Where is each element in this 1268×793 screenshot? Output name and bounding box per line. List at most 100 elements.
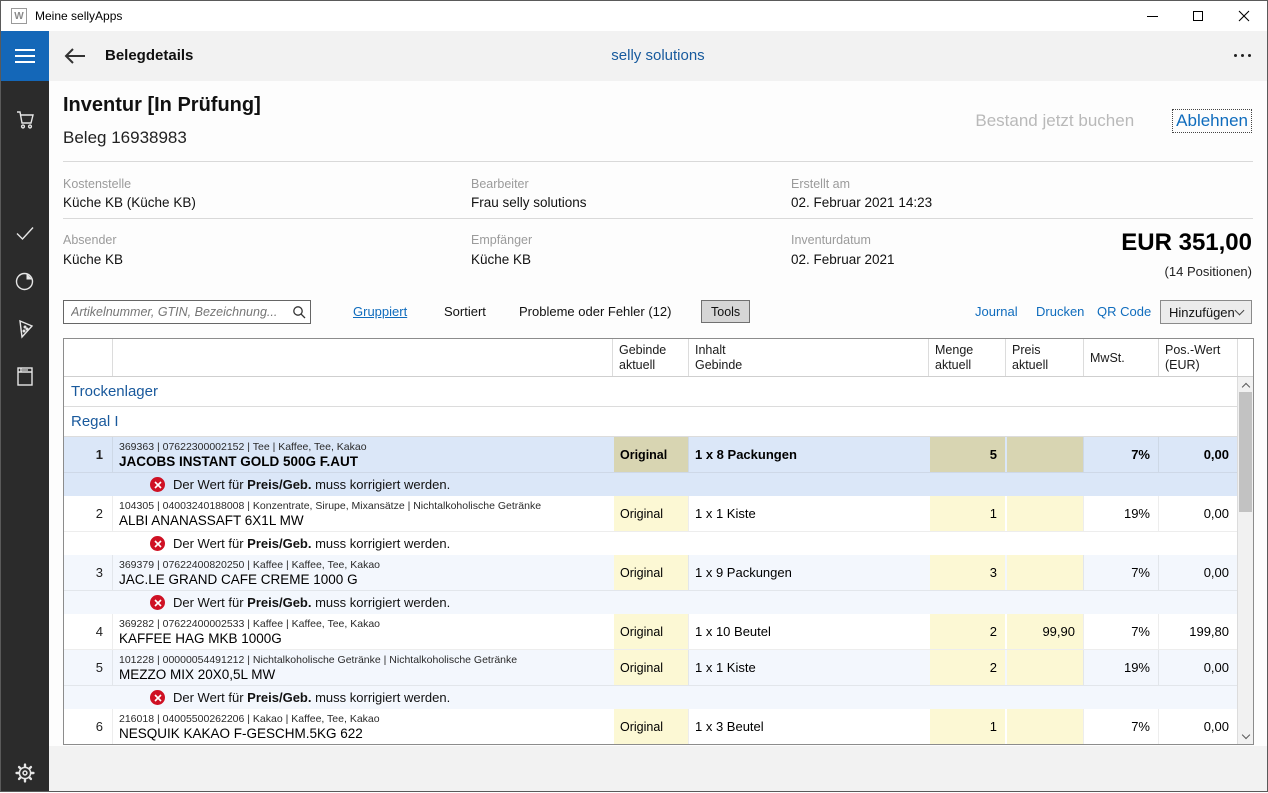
error-icon [150, 595, 165, 610]
meta-value: Frau selly solutions [471, 195, 587, 210]
print-link[interactable]: Drucken [1036, 304, 1084, 319]
error-message: Der Wert für Preis/Geb. muss korrigiert … [173, 595, 450, 610]
cell-preis [1005, 709, 1083, 744]
meta-label: Kostenstelle [63, 177, 131, 191]
maximize-icon [1193, 11, 1203, 21]
col-mwst: MwSt. [1083, 339, 1158, 376]
table-toolbar: Gruppiert Sortiert Probleme oder Fehler … [49, 300, 1267, 325]
sidebar-item-approvals[interactable] [1, 213, 49, 253]
vertical-scrollbar[interactable] [1237, 377, 1253, 744]
row-number: 4 [64, 614, 112, 649]
magnifier-icon[interactable] [288, 305, 310, 319]
cell-poswert: 0,00 [1158, 555, 1237, 590]
col-gebinde: Gebindeaktuell [612, 339, 688, 376]
col-preis: Preisaktuell [1005, 339, 1083, 376]
cell-inhalt: 1 x 8 Packungen [688, 437, 928, 472]
document-number: Beleg 16938983 [63, 128, 187, 148]
pie-chart-icon [13, 269, 37, 293]
app-window: W Meine sellyApps selly solutions Belegd… [0, 0, 1268, 792]
hamburger-menu-button[interactable] [1, 31, 49, 81]
sidebar-item-recipes[interactable] [1, 309, 49, 349]
search-input[interactable] [64, 305, 288, 319]
filter-grouped[interactable]: Gruppiert [353, 304, 407, 319]
table-row[interactable]: 5101228 | 00000054491212 | Nichtalkoholi… [64, 650, 1237, 686]
row-number: 6 [64, 709, 112, 744]
cell-gebinde: Original [612, 650, 688, 685]
meta-label: Absender [63, 233, 117, 247]
error-message: Der Wert für Preis/Geb. muss korrigiert … [173, 536, 450, 551]
error-row: Der Wert für Preis/Geb. muss korrigiert … [64, 686, 1237, 709]
error-message: Der Wert für Preis/Geb. muss korrigiert … [173, 477, 450, 492]
scroll-down-icon[interactable] [1238, 729, 1253, 744]
article-name: JAC.LE GRAND CAFE CREME 1000 G [119, 572, 612, 587]
error-row: Der Wert für Preis/Geb. muss korrigiert … [64, 591, 1237, 614]
sidebar-item-reports[interactable] [1, 261, 49, 301]
book-stock-button: Bestand jetzt buchen [975, 111, 1134, 131]
minimize-icon [1147, 16, 1158, 17]
cell-inhalt: 1 x 10 Beutel [688, 614, 928, 649]
pizza-slice-icon [13, 317, 37, 341]
cell-menge: 1 [928, 709, 1005, 744]
cell-preis: 99,90 [1005, 614, 1083, 649]
group-label: Trockenlager [71, 383, 158, 400]
table-row[interactable]: 3369379 | 07622400820250 | Kaffee | Kaff… [64, 555, 1237, 591]
add-button[interactable]: Hinzufügen [1160, 300, 1252, 324]
error-icon [150, 477, 165, 492]
cell-poswert: 0,00 [1158, 650, 1237, 685]
minimize-button[interactable] [1129, 1, 1175, 31]
row-number: 2 [64, 496, 112, 531]
overflow-menu-button[interactable] [1234, 54, 1251, 57]
table-row[interactable]: 1369363 | 07622300002152 | Tee | Kaffee,… [64, 437, 1237, 473]
article-meta: 369282 | 07622400002533 | Kaffee | Kaffe… [119, 618, 612, 630]
article-cell: 101228 | 00000054491212 | Nichtalkoholis… [112, 650, 612, 685]
positions-table: Gebindeaktuell InhaltGebinde Mengeaktuel… [63, 338, 1254, 745]
cell-preis [1005, 555, 1083, 590]
cell-menge: 2 [928, 650, 1005, 685]
row-number: 1 [64, 437, 112, 472]
scrollbar-thumb[interactable] [1239, 392, 1252, 512]
document-title: Inventur [In Prüfung] [63, 94, 261, 117]
sidebar-item-catalog[interactable] [1, 356, 49, 396]
book-icon [13, 364, 37, 388]
table-row[interactable]: 2 104305 | 04003240188008 | Konzentrate, … [64, 496, 1237, 532]
cell-mwst: 7% [1083, 709, 1158, 744]
article-cell: 369379 | 07622400820250 | Kaffee | Kaffe… [112, 555, 612, 590]
cell-preis [1005, 437, 1083, 472]
meta-value: 02. Februar 2021 14:23 [791, 195, 932, 210]
cell-inhalt: 1 x 9 Packungen [688, 555, 928, 590]
cell-gebinde: Original [612, 709, 688, 744]
group-row[interactable]: Trockenlager [64, 377, 1237, 407]
article-meta: 369379 | 07622400820250 | Kaffee | Kaffe… [119, 559, 612, 571]
scroll-up-icon[interactable] [1238, 377, 1253, 392]
table-row[interactable]: 6216018 | 04005500262206 | Kakao | Kaffe… [64, 709, 1237, 744]
cell-inhalt: 1 x 1 Kiste [688, 650, 928, 685]
cell-menge: 1 [928, 496, 1005, 531]
close-button[interactable] [1221, 1, 1267, 31]
group-row[interactable]: Regal I [64, 407, 1237, 437]
cell-poswert: 199,80 [1158, 614, 1237, 649]
position-count: (14 Positionen) [1165, 264, 1252, 279]
filter-sorted[interactable]: Sortiert [444, 304, 486, 319]
close-icon [1238, 10, 1250, 22]
cell-mwst: 7% [1083, 614, 1158, 649]
cell-mwst: 7% [1083, 437, 1158, 472]
cell-preis [1005, 650, 1083, 685]
titlebar: W Meine sellyApps [1, 1, 1267, 31]
journal-link[interactable]: Journal [975, 304, 1018, 319]
qr-code-link[interactable]: QR Code [1097, 304, 1151, 319]
article-name: ALBI ANANASSAFT 6X1L MW [119, 513, 612, 528]
meta-label: Erstellt am [791, 177, 850, 191]
table-row[interactable]: 4 369282 | 07622400002533 | Kaffee | Kaff… [64, 614, 1237, 650]
maximize-button[interactable] [1175, 1, 1221, 31]
table-header: Gebindeaktuell InhaltGebinde Mengeaktuel… [64, 339, 1253, 377]
sidebar-item-settings[interactable] [1, 753, 49, 793]
filter-problems[interactable]: Probleme oder Fehler (12) [519, 304, 671, 319]
reject-button[interactable]: Ablehnen [1172, 109, 1252, 133]
cart-icon [13, 107, 37, 131]
article-name: KAFFEE HAG MKB 1000G [119, 631, 612, 646]
article-meta: 104305 | 04003240188008 | Konzentrate, S… [119, 500, 612, 512]
cell-gebinde: Original [612, 614, 688, 649]
article-meta: 101228 | 00000054491212 | Nichtalkoholis… [119, 654, 612, 666]
tools-button[interactable]: Tools [701, 300, 750, 323]
sidebar-item-orders[interactable] [1, 99, 49, 139]
